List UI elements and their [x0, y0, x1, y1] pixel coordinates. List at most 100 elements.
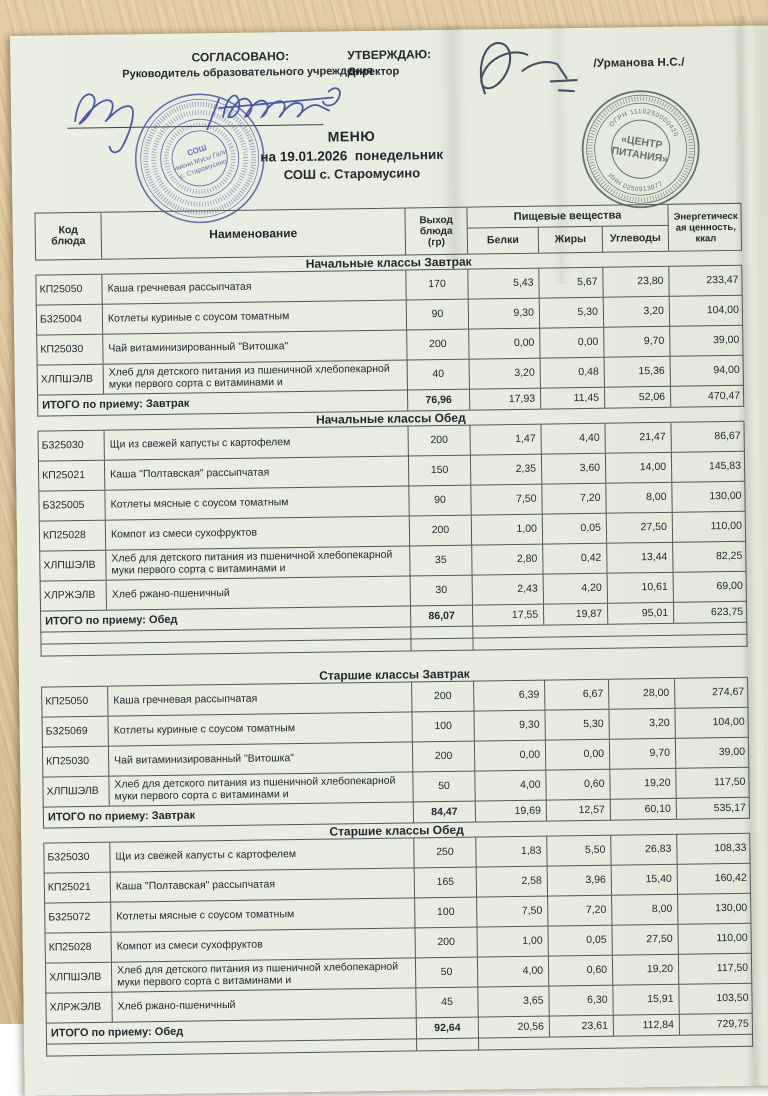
menu-document-sheet: СОГЛАСОВАНО: Руководитель образовательно… [10, 15, 768, 1096]
cell-output-weight: 30 [410, 575, 473, 606]
cell-dish-name: Котлеты мясные с соусом томатным [105, 486, 410, 520]
cell-dish-code: КП25030 [42, 746, 110, 777]
cell-dish-name: Каша "Полтавская" рассыпчатая [110, 868, 416, 902]
empty-cell [417, 1038, 480, 1051]
cell-fat: 7,20 [548, 895, 613, 926]
school-name: СОШ с. Старомусино [283, 165, 421, 183]
cell-protein: 2,80 [472, 544, 544, 575]
header-energy: Энергетическ ая ценность, ккал [673, 210, 738, 244]
cell-fat: 5,30 [539, 297, 605, 328]
cell-dish-code: ХЛПШЭЛВ [40, 550, 107, 581]
cell-energy: 69,00 [716, 579, 743, 592]
cell-dish-code: ХЛРЖЭЛВ [40, 580, 108, 611]
cell-output-weight: 40 [407, 359, 470, 390]
header-nutrients: Пищевые вещества [467, 204, 669, 229]
cell-protein: 1,00 [471, 514, 544, 545]
cell-carbs: 13,44 [607, 542, 674, 573]
cell-energy: 103,50 [716, 991, 749, 1004]
cell-fat: 0,00 [545, 739, 611, 770]
cell-output-weight: 100 [412, 711, 475, 742]
cell-output-weight: 50 [413, 771, 476, 802]
cell-protein: 7,50 [477, 896, 549, 927]
cell-dish-name: Хлеб для детского питания из пшеничной х… [109, 772, 414, 806]
cell-carbs: 3,20 [609, 708, 676, 739]
cell-dish-name: Щи из свежей капусты с картофелем [104, 426, 409, 460]
cell-output-weight: 200 [412, 741, 476, 772]
cell-protein: 2,58 [476, 866, 549, 897]
total-protein: 17,93 [469, 388, 542, 410]
total-fat: 23,61 [549, 1015, 615, 1037]
cell-dish-code: КП25021 [38, 460, 106, 491]
total-energy: 729,75 [716, 1017, 749, 1031]
cell-protein: 3,20 [469, 358, 541, 389]
cell-dish-name: Котлеты мясные с соусом томатным [111, 898, 416, 932]
total-carbs: 60,10 [610, 798, 677, 820]
cell-fat: 5,30 [545, 709, 610, 740]
cell-dish-code: Б325069 [42, 716, 109, 747]
cell-dish-code: КП25021 [44, 872, 112, 903]
cell-carbs: 8,00 [612, 894, 679, 925]
cell-fat: 0,05 [548, 925, 613, 956]
cell-energy: 104,00 [706, 303, 739, 317]
cell-dish-code: КП25050 [36, 274, 103, 305]
cell-dish-code: КП25028 [45, 932, 112, 963]
cell-dish-name: Хлеб для детского питания из пшеничной х… [111, 958, 417, 992]
cell-dish-name: Котлеты куриные с соусом томатным [102, 300, 408, 334]
cell-output-weight: 90 [406, 299, 470, 330]
cell-carbs: 15,91 [613, 984, 680, 1015]
cell-protein: 5,43 [468, 268, 540, 299]
cell-fat: 3,60 [541, 453, 607, 484]
cell-protein: 9,30 [468, 298, 541, 329]
total-output-weight: 86,07 [411, 605, 474, 627]
document-title-block: МЕНЮ на 19.01.2026 понедельник СОШ с. Ст… [161, 126, 542, 185]
cell-fat: 5,50 [547, 835, 612, 866]
cell-energy: 145,83 [708, 459, 742, 473]
cell-dish-name: Хлеб для детского питания из пшеничной х… [106, 546, 411, 580]
cell-fat: 7,20 [542, 483, 607, 514]
cell-dish-code: Б325072 [45, 902, 112, 933]
cell-output-weight: 100 [415, 897, 478, 928]
header-code: Код блюда [35, 212, 103, 260]
total-protein: 17,55 [472, 604, 545, 626]
cell-fat: 6,67 [545, 679, 610, 710]
menu-table: Код блюда Наименование Выход блюда (гр) … [34, 202, 754, 1057]
total-energy: 470,47 [707, 389, 741, 403]
cell-output-weight: 35 [410, 545, 473, 576]
cell-carbs: 3,20 [603, 296, 671, 327]
cell-output-weight: 200 [407, 329, 470, 360]
header-output: Выход блюда (гр) [405, 207, 469, 255]
cell-dish-name: Компот из смеси сухофруктов [111, 928, 416, 962]
total-output-weight: 92,64 [416, 1017, 480, 1039]
cell-output-weight: 200 [415, 927, 478, 958]
total-fat: 11,45 [540, 387, 606, 409]
cell-dish-code: ХЛПШЭЛВ [37, 364, 105, 395]
cell-energy: 117,50 [716, 961, 749, 974]
cell-carbs: 19,20 [612, 954, 680, 985]
cell-energy: 233,47 [706, 273, 739, 287]
cell-dish-name: Чай витаминизированный "Витошка" [103, 330, 408, 364]
empty-cell [411, 626, 474, 639]
cell-protein: 4,00 [475, 770, 547, 801]
cell-protein: 0,00 [469, 328, 541, 359]
cell-energy: 117,50 [714, 775, 746, 788]
total-protein: 20,56 [478, 1016, 551, 1038]
total-output-weight: 84,47 [413, 801, 477, 823]
cell-carbs: 15,36 [604, 356, 671, 387]
cell-energy: 110,00 [716, 931, 748, 944]
cell-carbs: 27,50 [612, 924, 679, 955]
principal-signature [74, 87, 341, 154]
paper-edge-shadow [753, 15, 768, 1086]
cell-dish-code: Б325030 [44, 842, 111, 873]
director-signature [479, 41, 578, 95]
cell-energy: 160,42 [714, 871, 747, 884]
cell-carbs: 27,50 [606, 512, 674, 543]
food-center-round-stamp: ОГРН 1110250000420 ИНН 0250913877 «ЦЕНТР… [581, 90, 700, 209]
total-carbs: 52,06 [604, 386, 672, 408]
cell-energy: 110,00 [710, 519, 742, 533]
cell-dish-code: Б325030 [38, 430, 105, 461]
cell-output-weight: 90 [409, 485, 472, 516]
cell-energy: 39,00 [712, 333, 740, 346]
cell-output-weight: 200 [408, 425, 471, 456]
cell-protein: 1,83 [476, 836, 548, 867]
cell-protein: 2,43 [472, 574, 544, 605]
